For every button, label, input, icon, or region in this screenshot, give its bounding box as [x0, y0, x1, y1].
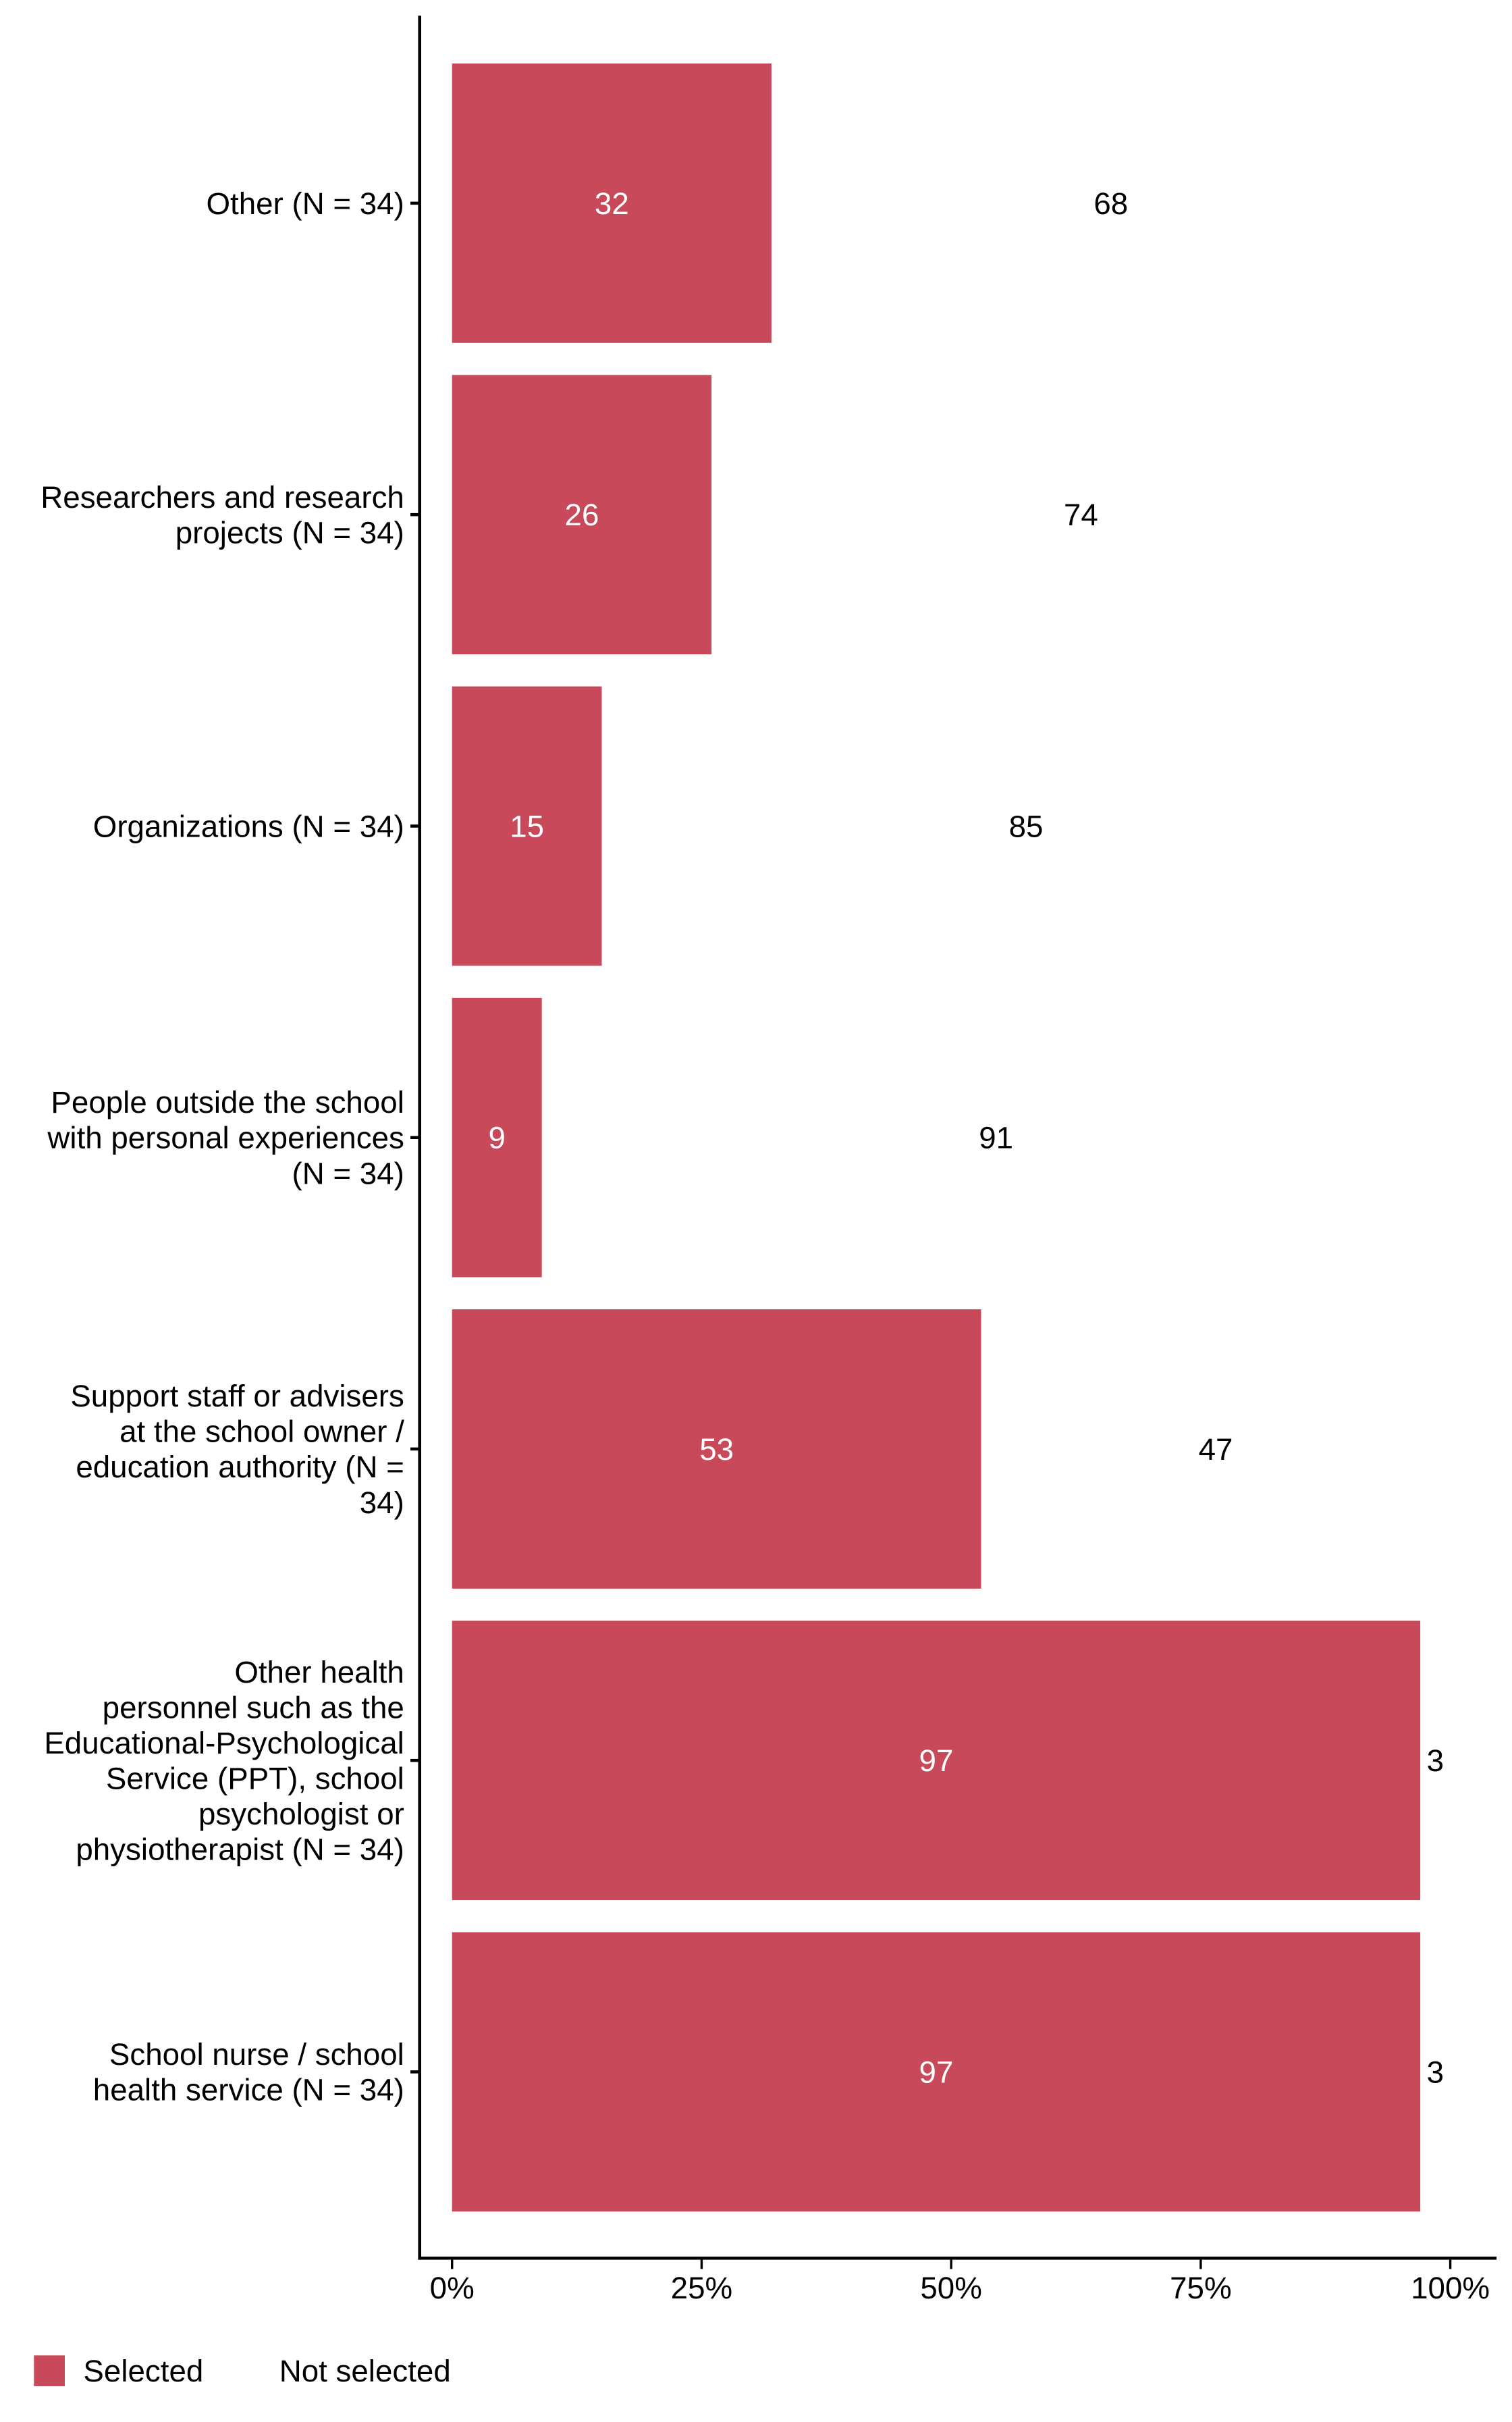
legend: Selected Not selected [34, 2354, 451, 2388]
legend-swatch-selected [34, 2355, 65, 2387]
category-label: with personal experiences [47, 1121, 404, 1155]
category-label: health service (N = 34) [93, 2073, 404, 2107]
category-label: Other (N = 34) [206, 186, 404, 221]
legend-swatch-not-selected [231, 2355, 263, 2387]
category-label: Service (PPT), school [106, 1762, 404, 1796]
category-label: Support staff or advisers [70, 1379, 404, 1413]
category-label: School nurse / school [109, 2037, 404, 2072]
legend-label-not-selected: Not selected [279, 2354, 451, 2388]
category-label: Researchers and research [40, 480, 404, 515]
data-label: 91 [979, 1121, 1013, 1155]
category-label: Organizations (N = 34) [93, 809, 404, 843]
bar-not-selected [541, 997, 1451, 1278]
data-label: 9 [489, 1121, 506, 1155]
bar-selected [452, 375, 712, 655]
data-label: 3 [1427, 2055, 1444, 2089]
legend-label-selected: Selected [83, 2354, 203, 2388]
bar-selected [452, 1309, 981, 1589]
category-label: Educational-Psychological [44, 1726, 404, 1760]
data-label: 53 [699, 1432, 734, 1467]
category-label: personnel such as the [103, 1690, 404, 1725]
data-label: 74 [1064, 498, 1098, 532]
category-label: (N = 34) [292, 1156, 404, 1190]
bar-not-selected [711, 375, 1451, 655]
category-label: People outside the school [51, 1085, 404, 1120]
bars: 32 68 26 74 15 85 9 91 53 47 97 3 97 3 [452, 63, 1451, 2212]
bar-selected [452, 1621, 1421, 1901]
category-label: 34) [360, 1485, 404, 1520]
x-tick-label: 50% [920, 2271, 981, 2305]
category-label: physiotherapist (N = 34) [76, 1833, 404, 1867]
bar-selected [452, 997, 542, 1278]
bar-selected [452, 63, 772, 343]
bar-selected [452, 686, 602, 966]
data-label: 32 [595, 186, 629, 221]
data-label: 15 [510, 809, 544, 843]
data-label: 97 [919, 1743, 954, 1778]
x-tick-label: 75% [1170, 2271, 1231, 2305]
x-axis-ticks: 0% 25% 50% 75% 100% [430, 2259, 1490, 2305]
bar-not-selected [771, 63, 1451, 343]
x-tick-label: 100% [1411, 2271, 1490, 2305]
bar-not-selected [981, 1309, 1451, 1589]
data-label: 3 [1427, 1743, 1444, 1778]
data-label: 26 [565, 498, 599, 532]
bar-not-selected [1420, 1621, 1451, 1901]
data-label: 97 [919, 2055, 954, 2089]
x-tick-label: 25% [671, 2271, 732, 2305]
y-axis-labels: Other (N = 34) Researchers and researchpr… [40, 186, 420, 2107]
category-label: psychologist or [198, 1797, 404, 1831]
bar-not-selected [1420, 1932, 1451, 2212]
bar-selected [452, 1932, 1421, 2212]
category-label: at the school owner / [119, 1415, 404, 1449]
data-label: 68 [1094, 186, 1128, 221]
bar-not-selected [601, 686, 1451, 966]
data-label: 47 [1199, 1432, 1233, 1467]
category-label: Other health [234, 1655, 404, 1689]
x-tick-label: 0% [430, 2271, 475, 2305]
category-label: projects (N = 34) [176, 515, 404, 550]
category-label: education authority (N = [76, 1450, 404, 1484]
data-label: 85 [1009, 809, 1044, 843]
